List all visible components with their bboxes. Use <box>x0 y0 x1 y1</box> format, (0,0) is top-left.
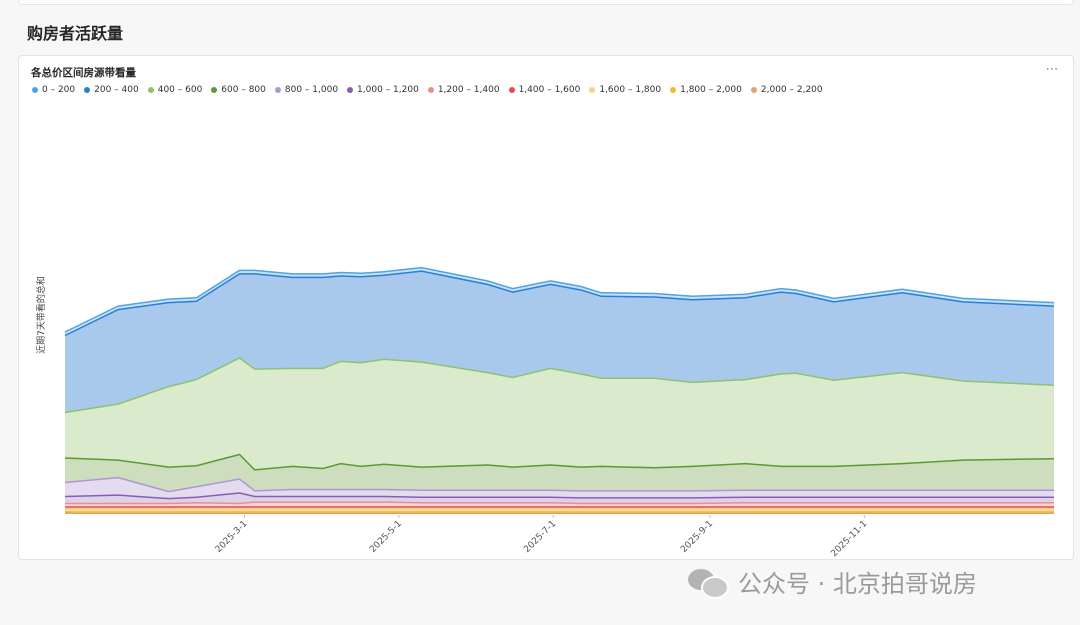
series-area <box>65 477 1054 499</box>
y-axis-title: 近期7天带看的总和 <box>35 276 47 354</box>
legend-label: 800 – 1,000 <box>284 85 339 95</box>
legend-item[interactable]: 400 – 600 <box>147 85 203 95</box>
legend-label: 1,200 – 1,400 <box>437 85 500 95</box>
legend-label: 1,800 – 2,000 <box>680 85 742 95</box>
series-line <box>65 501 1054 505</box>
legend-marker <box>32 87 38 93</box>
wechat-icon <box>688 567 729 599</box>
x-tick-label: 2025-9-1 <box>679 519 715 555</box>
legend-marker <box>508 87 515 93</box>
legend-item[interactable]: 1,000 – 1,200 <box>347 85 419 95</box>
legend-label: 1,600 – 1,800 <box>599 85 662 95</box>
legend-label: 400 – 600 <box>157 85 203 95</box>
panel-title: 各总价区间房源带看量 <box>31 67 136 79</box>
legend-label: 200 – 400 <box>94 85 139 95</box>
legend-marker <box>347 87 354 93</box>
series-area <box>65 271 1054 413</box>
watermark: 公众号 · 北京拍哥说房 <box>688 564 977 599</box>
legend-item[interactable]: 1,600 – 1,800 <box>589 85 661 95</box>
legend-marker <box>84 87 91 93</box>
series-line <box>64 492 1054 500</box>
legend-item[interactable]: 0 – 200 <box>32 85 75 95</box>
series-area <box>65 357 1054 470</box>
legend-item[interactable]: 2,000 – 2,200 <box>750 85 823 95</box>
legend-item[interactable]: 200 – 400 <box>84 85 139 95</box>
legend-item[interactable]: 800 – 1,000 <box>274 85 339 95</box>
watermark-text: 公众号 · 北京拍哥说房 <box>738 570 977 598</box>
legend-label: 2,000 – 2,200 <box>760 85 823 95</box>
series-area <box>65 493 1054 504</box>
x-tick-label: 2025-5-1 <box>368 519 404 555</box>
legend-marker <box>147 87 154 93</box>
legend-marker <box>211 87 218 93</box>
series-line <box>64 266 1055 333</box>
chart-legend: 0 – 200 200 – 400 400 – 600 600 – 800 800 – … <box>32 85 832 95</box>
legend-label: 600 – 800 <box>221 85 266 95</box>
legend-marker <box>274 87 281 93</box>
legend-marker <box>427 87 434 93</box>
series-line <box>64 357 1055 414</box>
more-ellipsis-icon[interactable]: ⋯ <box>1045 62 1059 77</box>
series-area <box>65 454 1054 492</box>
legend-item[interactable]: 1,400 – 1,600 <box>508 85 581 95</box>
x-tick-label: 2025-11-1 <box>829 519 869 559</box>
x-tick-label: 2025-3-1 <box>214 519 250 555</box>
legend-item[interactable]: 600 – 800 <box>211 85 266 95</box>
legend-item[interactable]: 1,800 – 2,000 <box>670 85 742 95</box>
legend-marker <box>670 87 677 93</box>
series-line <box>64 453 1055 471</box>
section-title: 购房者活跃量 <box>27 24 124 43</box>
legend-label: 1,000 – 1,200 <box>357 85 419 95</box>
legend-marker <box>589 87 596 93</box>
legend-label: 0 – 200 <box>42 85 76 95</box>
legend-item[interactable]: 1,200 – 1,400 <box>427 85 500 95</box>
x-tick-label: 2025-7-1 <box>522 519 558 555</box>
legend-marker <box>750 87 757 93</box>
previous-panel-edge <box>18 0 1074 5</box>
series-line <box>64 270 1055 337</box>
legend-label: 1,400 – 1,600 <box>518 85 581 95</box>
series-line <box>64 476 1054 493</box>
